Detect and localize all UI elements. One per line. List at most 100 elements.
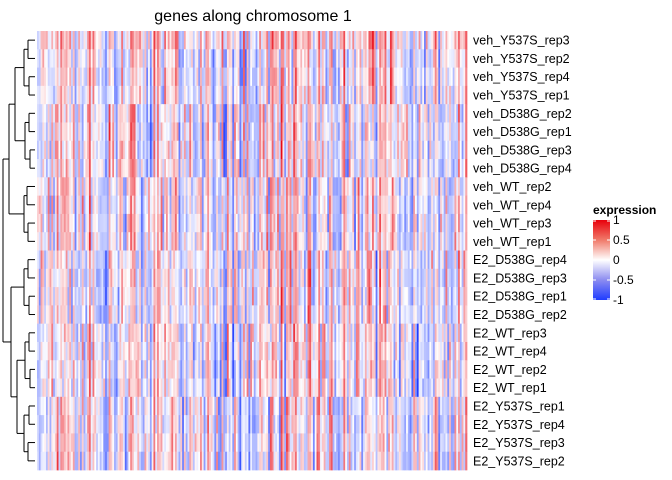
heatmap-cell — [124, 378, 127, 398]
heatmap-cell — [271, 213, 274, 233]
heatmap-cell — [321, 195, 325, 215]
heatmap-cell — [248, 85, 251, 105]
heatmap-cell — [169, 360, 172, 379]
heatmap-cell — [106, 341, 110, 361]
heatmap-cell — [280, 250, 283, 270]
heatmap-cell — [158, 85, 161, 105]
heatmap-cell — [130, 378, 133, 398]
heatmap-cell — [226, 268, 230, 288]
heatmap-cell — [182, 396, 185, 416]
heatmap-cell — [416, 232, 419, 251]
heatmap-cell — [359, 250, 362, 270]
heatmap-cell — [440, 250, 443, 270]
heatmap-cell — [280, 213, 283, 233]
heatmap-cell — [312, 305, 316, 325]
heatmap-cell — [373, 268, 376, 288]
heatmap-cell — [293, 67, 296, 87]
heatmap-cell — [149, 85, 153, 105]
heatmap-cell — [160, 104, 163, 123]
heatmap-cell — [316, 305, 319, 325]
heatmap-cell — [366, 378, 369, 398]
heatmap-cell — [225, 213, 228, 233]
heatmap-cell — [221, 232, 224, 251]
heatmap-cell — [38, 232, 41, 251]
heatmap-cell — [427, 305, 430, 325]
heatmap-cell — [196, 177, 199, 196]
heatmap-cell — [456, 140, 459, 160]
heatmap-cell — [307, 378, 310, 398]
heatmap-cell — [71, 159, 74, 178]
heatmap-cell — [162, 396, 165, 416]
heatmap-cell — [377, 177, 380, 196]
heatmap-cell — [327, 85, 330, 105]
heatmap-cell — [40, 177, 43, 196]
heatmap-cell — [167, 85, 170, 105]
heatmap-cell — [194, 305, 197, 325]
heatmap-cell — [173, 140, 176, 160]
heatmap-cell — [252, 195, 255, 215]
heatmap-cell — [284, 341, 287, 361]
heatmap-cell — [291, 122, 294, 142]
heatmap-cell — [110, 140, 113, 160]
heatmap-cell — [332, 195, 335, 215]
heatmap-cell — [282, 122, 285, 142]
heatmap-cell — [350, 213, 353, 233]
heatmap-cell — [234, 177, 237, 196]
heatmap-cell — [336, 250, 339, 270]
heatmap-cell — [239, 250, 242, 270]
heatmap-cell — [431, 323, 434, 343]
heatmap-cell — [269, 85, 273, 105]
heatmap-cell — [123, 140, 126, 160]
heatmap-cell — [264, 140, 267, 160]
heatmap-cell — [92, 31, 95, 50]
heatmap-cell — [123, 396, 126, 416]
heatmap-cell — [217, 140, 221, 160]
heatmap-cell — [225, 49, 228, 68]
heatmap-cell — [226, 396, 230, 416]
heatmap-cell — [126, 250, 129, 270]
heatmap-cell — [226, 287, 230, 306]
heatmap-cell — [153, 360, 156, 379]
heatmap-cell — [384, 85, 387, 105]
heatmap-cell — [295, 287, 298, 306]
heatmap-cell — [269, 341, 273, 361]
heatmap-cell — [133, 67, 136, 87]
heatmap-cell — [216, 378, 219, 398]
heatmap-cell — [357, 232, 360, 251]
heatmap-cell — [131, 378, 135, 398]
heatmap-cell — [289, 159, 292, 178]
heatmap-cell — [76, 31, 79, 50]
heatmap-cell — [305, 378, 308, 398]
heatmap-cell — [74, 67, 77, 87]
heatmap-cell — [244, 232, 247, 251]
heatmap-cell — [114, 268, 117, 288]
heatmap-cell — [427, 341, 430, 361]
heatmap-cell — [377, 323, 380, 343]
heatmap-cell — [441, 49, 445, 68]
heatmap-cell — [262, 250, 265, 270]
heatmap-cell — [241, 250, 244, 270]
heatmap-cell — [160, 85, 163, 105]
heatmap-cell — [393, 232, 396, 251]
heatmap-cell — [142, 360, 145, 379]
heatmap-cell — [348, 305, 351, 325]
heatmap-cell — [413, 287, 416, 306]
heatmap-cell — [49, 323, 52, 343]
heatmap-cell — [88, 122, 92, 142]
heatmap-cell — [183, 67, 187, 87]
heatmap-cell — [269, 268, 273, 288]
heatmap-cell — [115, 49, 118, 68]
heatmap-cell — [443, 159, 446, 178]
heatmap-cell — [398, 104, 402, 123]
heatmap-cell — [232, 305, 235, 325]
heatmap-cell — [114, 85, 117, 105]
heatmap-cell — [336, 360, 339, 379]
heatmap-cell — [264, 341, 267, 361]
heatmap-cell — [225, 341, 228, 361]
heatmap-cell — [379, 323, 382, 343]
heatmap-cell — [209, 31, 212, 50]
heatmap-cell — [94, 287, 97, 306]
heatmap-cell — [275, 85, 278, 105]
heatmap-cell — [76, 159, 79, 178]
heatmap-cell — [311, 195, 314, 215]
